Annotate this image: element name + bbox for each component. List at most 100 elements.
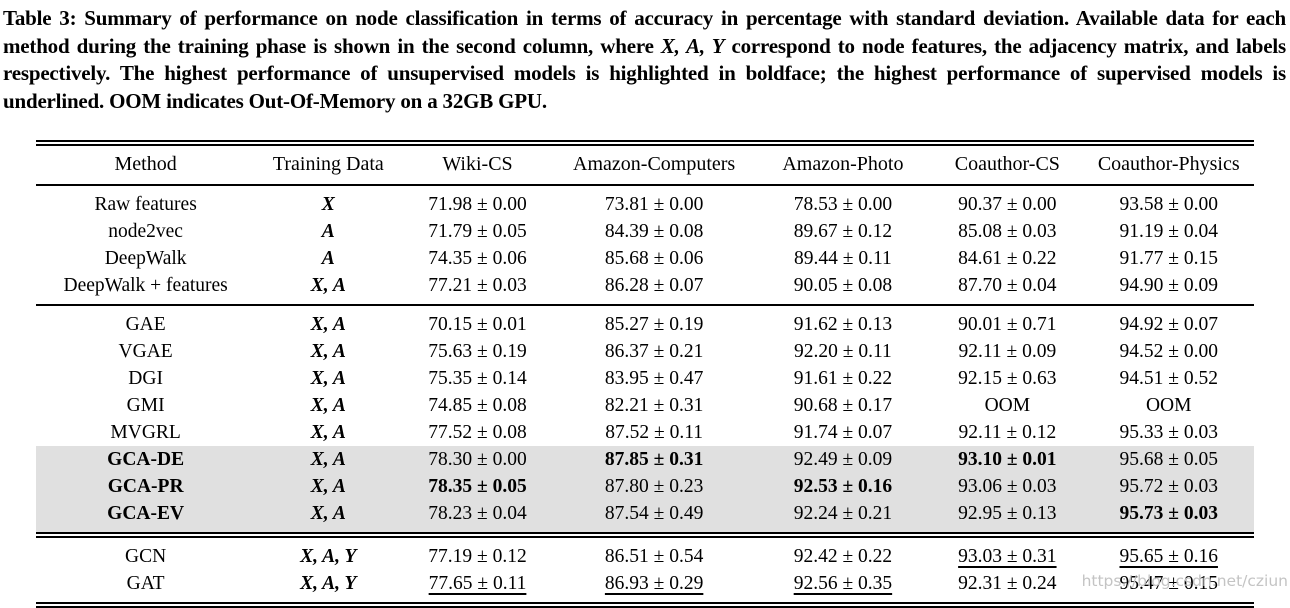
value-cell: 70.15 ± 0.01 — [401, 304, 554, 338]
value-text: 91.77 ± 0.15 — [1119, 248, 1218, 269]
value-text: 87.80 ± 0.23 — [604, 476, 704, 497]
value-text: 92.11 ± 0.09 — [958, 341, 1057, 362]
value-text: 77.65 ± 0.11 — [428, 573, 527, 594]
value-cell: 87.52 ± 0.11 — [554, 419, 755, 446]
value-text: 94.51 ± 0.52 — [1119, 368, 1218, 389]
table-row-deepwalk-features: DeepWalk + features X, A 77.21 ± 0.03 86.28… — [36, 272, 1254, 305]
value-text: 84.39 ± 0.08 — [604, 221, 704, 242]
table-row-raw-features: Raw features X 71.98 ± 0.00 73.81 ± 0.00 78.… — [36, 185, 1254, 218]
value-cell: 85.68 ± 0.06 — [554, 245, 755, 272]
value-text: 92.11 ± 0.12 — [958, 422, 1057, 443]
value-text: 93.06 ± 0.03 — [958, 476, 1057, 497]
value-cell: 77.65 ± 0.11 — [401, 570, 554, 608]
value-cell: 90.01 ± 0.71 — [931, 304, 1084, 338]
value-text: 92.49 ± 0.09 — [793, 449, 893, 470]
value-text: 78.30 ± 0.00 — [428, 449, 527, 470]
table-row-vgae: VGAE X, A 75.63 ± 0.19 86.37 ± 0.21 92.20 ± … — [36, 338, 1254, 365]
value-cell: 92.53 ± 0.16 — [754, 473, 932, 500]
method-cell: GCA-EV — [36, 500, 256, 535]
value-cell: 91.77 ± 0.15 — [1083, 245, 1254, 272]
value-cell: 85.27 ± 0.19 — [553, 304, 755, 338]
value-cell: OOM — [931, 392, 1083, 419]
table-row-gae: GAE X, A 70.15 ± 0.01 85.27 ± 0.19 91.62 ± 0… — [36, 304, 1254, 338]
value-cell: 78.30 ± 0.00 — [401, 446, 554, 473]
value-cell: 83.95 ± 0.47 — [554, 365, 755, 392]
value-cell: 86.51 ± 0.54 — [553, 532, 755, 570]
table-row-gca-de: GCA-DE X, A 78.30 ± 0.00 87.85 ± 0.31 92.49 … — [36, 446, 1254, 473]
value-cell: 92.24 ± 0.21 — [754, 500, 932, 535]
value-cell: 82.21 ± 0.31 — [554, 392, 755, 419]
method-cell: MVGRL — [110, 422, 181, 443]
value-text: 86.51 ± 0.54 — [604, 546, 704, 567]
training-data-cell: X, A — [310, 395, 346, 416]
value-text: 95.72 ± 0.03 — [1119, 476, 1218, 497]
value-cell: 77.52 ± 0.08 — [401, 419, 553, 446]
value-cell: 86.37 ± 0.21 — [554, 338, 755, 365]
method-cell: GCA-PR — [36, 473, 256, 500]
value-text: 85.68 ± 0.06 — [604, 248, 704, 269]
table-row-dgi: DGI X, A 75.35 ± 0.14 83.95 ± 0.47 91.61 ± 0… — [36, 365, 1254, 392]
value-cell: 95.72 ± 0.03 — [1083, 473, 1254, 500]
value-text: 77.21 ± 0.03 — [428, 275, 527, 296]
value-cell: 74.85 ± 0.08 — [401, 392, 553, 419]
value-cell: 90.68 ± 0.17 — [755, 392, 932, 419]
value-text: 90.37 ± 0.00 — [958, 194, 1057, 215]
method-cell: DeepWalk — [104, 248, 187, 269]
value-cell: 93.58 ± 0.00 — [1083, 185, 1254, 218]
value-text: 91.62 ± 0.13 — [793, 314, 893, 335]
value-text: 87.54 ± 0.49 — [604, 503, 704, 524]
value-cell: 87.80 ± 0.23 — [553, 473, 755, 500]
value-text: 70.15 ± 0.01 — [428, 314, 527, 335]
value-text: 75.63 ± 0.19 — [428, 341, 527, 362]
value-cell: 86.93 ± 0.29 — [553, 570, 755, 608]
value-text: 92.20 ± 0.11 — [794, 341, 892, 362]
column-header-wiki-cs: Wiki-CS — [401, 140, 554, 186]
method-cell: Raw features — [94, 194, 197, 215]
value-text: 92.15 ± 0.63 — [958, 368, 1057, 389]
value-text: 86.93 ± 0.29 — [604, 573, 704, 594]
table-row-gca-ev: GCA-EV X, A 78.23 ± 0.04 87.54 ± 0.49 92.24 … — [36, 500, 1254, 535]
value-cell: 92.56 ± 0.35 — [754, 570, 932, 608]
training-data-cell: X — [321, 194, 335, 215]
value-text: 82.21 ± 0.31 — [604, 395, 704, 416]
value-cell: 78.53 ± 0.00 — [755, 185, 932, 218]
value-cell: 90.05 ± 0.08 — [755, 272, 932, 305]
training-data-cell: X, A, Y — [255, 570, 402, 608]
value-text: 95.33 ± 0.03 — [1119, 422, 1218, 443]
value-cell: 94.51 ± 0.52 — [1083, 365, 1254, 392]
table-row-deepwalk: DeepWalk A 74.35 ± 0.06 85.68 ± 0.06 89.44 ±… — [36, 245, 1254, 272]
value-text: 78.23 ± 0.04 — [428, 503, 527, 524]
value-cell: 77.21 ± 0.03 — [401, 272, 553, 305]
table-caption: Table 3: Summary of performance on node … — [0, 0, 1290, 115]
value-text: 74.35 ± 0.06 — [428, 248, 527, 269]
training-data-cell: X, A — [310, 275, 346, 296]
value-text: 86.37 ± 0.21 — [604, 341, 704, 362]
value-text: 83.95 ± 0.47 — [604, 368, 704, 389]
table-row-mvgrl: MVGRL X, A 77.52 ± 0.08 87.52 ± 0.11 91.74 ±… — [36, 419, 1254, 446]
value-text: 90.01 ± 0.71 — [958, 314, 1057, 335]
value-cell: 92.95 ± 0.13 — [931, 500, 1084, 535]
value-text: 95.65 ± 0.16 — [1119, 546, 1218, 567]
value-cell: 87.54 ± 0.49 — [553, 500, 755, 535]
value-cell: 95.33 ± 0.03 — [1083, 419, 1254, 446]
value-cell: 90.37 ± 0.00 — [931, 185, 1083, 218]
value-text: 92.42 ± 0.22 — [793, 546, 893, 567]
value-text: 91.74 ± 0.07 — [793, 422, 893, 443]
table-row-gat: GAT X, A, Y 77.65 ± 0.11 86.93 ± 0.29 92.56 … — [36, 570, 1254, 608]
value-cell: 74.35 ± 0.06 — [401, 245, 553, 272]
value-cell: 89.67 ± 0.12 — [755, 218, 932, 245]
value-cell: 92.31 ± 0.24 — [931, 570, 1084, 608]
method-cell: GMI — [126, 395, 165, 416]
value-cell: 95.47 ± 0.15 — [1083, 570, 1254, 608]
training-data-cell: X, A — [255, 304, 402, 338]
value-text: 73.81 ± 0.00 — [604, 194, 704, 215]
value-text: 91.61 ± 0.22 — [793, 368, 893, 389]
training-data-cell: X, A, Y — [255, 532, 402, 570]
value-text: 90.68 ± 0.17 — [793, 395, 893, 416]
value-text: 93.10 ± 0.01 — [958, 449, 1057, 470]
method-cell: GAE — [36, 304, 256, 338]
table-row-gmi: GMI X, A 74.85 ± 0.08 82.21 ± 0.31 90.68 ± 0… — [36, 392, 1254, 419]
value-text: 75.35 ± 0.14 — [428, 368, 527, 389]
value-text: 78.53 ± 0.00 — [793, 194, 893, 215]
